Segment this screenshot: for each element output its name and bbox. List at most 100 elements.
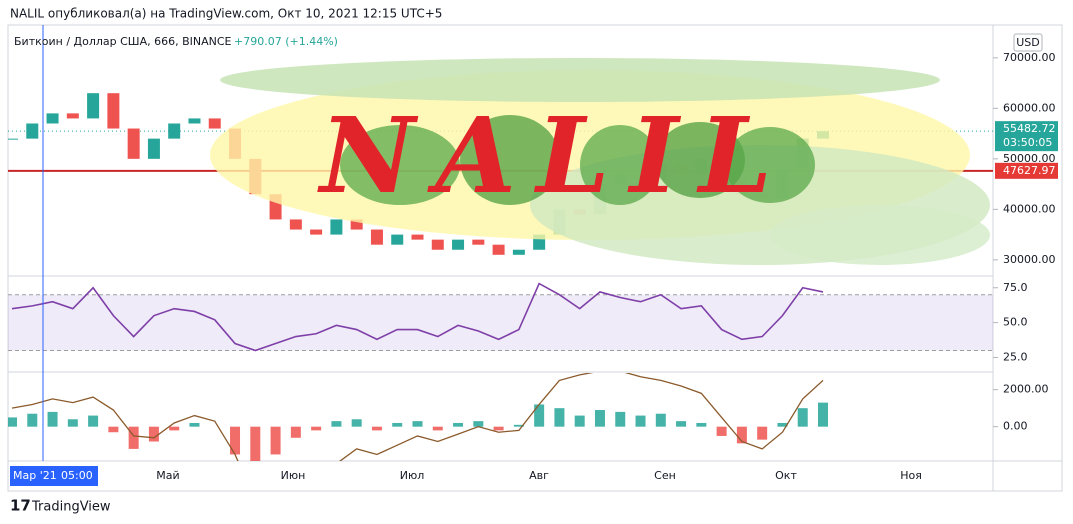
histogram-bar (777, 422, 788, 427)
crosshair-date: Мар '21 (13, 469, 57, 482)
histogram-bar (67, 419, 78, 427)
candle (127, 128, 140, 159)
macd-pane (8, 373, 828, 461)
histogram-bar (574, 415, 585, 427)
level-box (995, 162, 1058, 179)
logo-mark: 𝟭𝟳 (10, 497, 31, 515)
axes: 30000.00 40000.00 50000.00 60000.00 70000.00… (10, 51, 1058, 486)
published-line: NALIL опубликовал(а) на TradingView.com,… (10, 7, 442, 21)
histogram-bar (8, 417, 17, 427)
candle (26, 123, 39, 139)
histogram-bar (513, 424, 524, 427)
histogram-bar (655, 413, 666, 427)
candle (168, 123, 181, 139)
histogram-bar (108, 426, 119, 433)
histogram-bar (230, 426, 241, 455)
histogram-bar (473, 421, 484, 427)
histogram-bar (736, 426, 747, 444)
histogram-bar (189, 422, 200, 427)
candle (370, 229, 383, 245)
histogram-bar (351, 419, 362, 427)
histogram-bar (696, 422, 707, 427)
histogram-bar (594, 410, 605, 427)
y-tick-label: 30000.00 (1003, 253, 1056, 266)
candle (147, 138, 160, 159)
histogram-bar (290, 426, 301, 438)
x-tick-label: Июл (400, 469, 425, 482)
chart-frame (7, 24, 1063, 492)
rsi-pane (8, 282, 993, 352)
crosshair-time: 05:00 (61, 469, 93, 482)
histogram-bar (392, 422, 403, 427)
scribble (210, 58, 990, 265)
last-price-box (995, 121, 1058, 152)
x-tick-label: Май (156, 469, 179, 482)
y-tick-label: 70000.00 (1003, 51, 1056, 64)
histogram-bar (534, 404, 545, 427)
histogram-bar (169, 426, 180, 431)
y-tick-label: 50000.00 (1003, 152, 1056, 165)
histogram-bar (818, 402, 828, 427)
histogram-bar (757, 426, 768, 440)
candle (310, 229, 323, 235)
x-tick-label: Июн (281, 469, 306, 482)
histogram-bar (412, 421, 423, 427)
x-tick-label: Ноя (900, 469, 922, 482)
y-tick-label: 60000.00 (1003, 101, 1056, 114)
candle (188, 118, 201, 124)
candle (431, 239, 444, 250)
x-tick-label: Окт (775, 469, 797, 482)
macd-line (11, 373, 824, 461)
candle (208, 118, 221, 129)
y-tick-label: 40000.00 (1003, 202, 1056, 215)
candle (452, 239, 465, 250)
y-tick-label: 50.0 (1003, 316, 1028, 329)
histogram-bar (148, 426, 159, 442)
rsi-band (8, 294, 993, 351)
histogram-bar (270, 426, 281, 455)
histogram-bar (453, 422, 464, 427)
y-tick-label: 0.00 (1003, 420, 1028, 433)
candle (391, 234, 404, 245)
candle (330, 219, 343, 235)
histogram-bar (88, 415, 99, 427)
symbol-title: Биткоин / Доллар США, 666, BINANCE (14, 35, 232, 48)
candle (46, 113, 59, 124)
currency-box (1013, 33, 1043, 52)
footer-brand: TradingView (31, 500, 111, 515)
candle (512, 249, 525, 255)
candle (87, 93, 100, 119)
candle (411, 234, 424, 240)
level-label: 47627.97 (1003, 164, 1056, 177)
histogram-bar (47, 411, 58, 427)
histogram-bar (797, 408, 808, 427)
histogram-bar (331, 421, 342, 427)
y-tick-label: 75.0 (1003, 281, 1028, 294)
last-price: 55482.72 (1003, 122, 1056, 135)
histogram-bar (371, 426, 382, 431)
x-tick-label: Авг (529, 469, 549, 482)
x-tick-label: Сен (654, 469, 676, 482)
histogram-bar (493, 426, 504, 431)
histogram-bar (250, 426, 261, 461)
currency: USD (1016, 36, 1040, 49)
scribble-text: NALIL (317, 94, 790, 217)
candle (289, 219, 302, 230)
histogram-bar (716, 426, 727, 436)
rsi-line (11, 282, 824, 352)
candle (66, 113, 79, 119)
y-tick-label: 2000.00 (1003, 383, 1049, 396)
candle (8, 138, 18, 140)
change: +790.07 (+1.44%) (234, 35, 338, 48)
countdown: 03:50:05 (1003, 136, 1052, 149)
histogram-bar (432, 426, 443, 431)
y-tick-label: 25.0 (1003, 350, 1028, 363)
candle (350, 219, 363, 230)
crosshair-label-box (10, 466, 98, 486)
histogram-bar (311, 426, 322, 431)
histogram-bar (676, 421, 687, 427)
histogram-bar (615, 411, 626, 427)
histogram-bar (554, 408, 565, 427)
histogram-bar (635, 415, 646, 427)
